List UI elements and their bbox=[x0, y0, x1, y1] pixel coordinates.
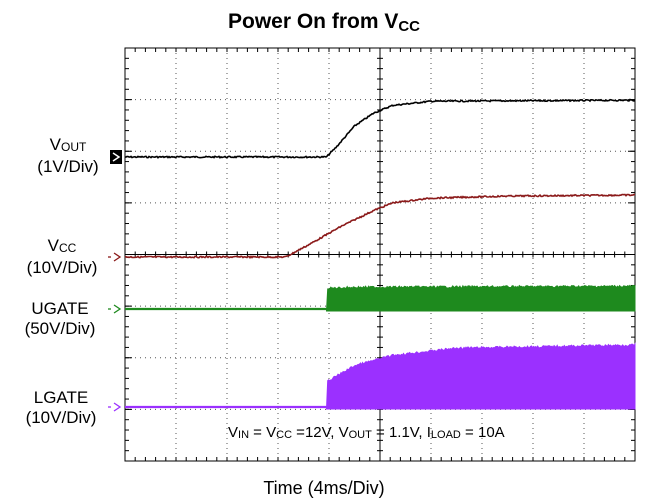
ugate-label: UGATE (50V/Div) bbox=[24, 299, 96, 338]
vout-label: VOUT (1V/Div) bbox=[37, 135, 99, 176]
x-axis-label: Time (4ms/Div) bbox=[263, 478, 385, 498]
test-conditions-annotation: VIN = VCC =12V, VOUT = 1.1V, ILOAD = 10A bbox=[228, 424, 505, 441]
lgate-trace-switching-band bbox=[325, 342, 636, 410]
lgate-label: LGATE (10V/Div) bbox=[25, 388, 97, 427]
vcc-label: VCC (10V/Div) bbox=[26, 236, 98, 277]
vout-trace bbox=[124, 98, 636, 159]
vcc-trace bbox=[124, 193, 636, 259]
chart-title: Power On from VCC bbox=[227, 10, 421, 35]
ugate-trace-switching-band bbox=[325, 284, 636, 312]
channel-ground-marker bbox=[113, 304, 122, 314]
channel-ground-marker bbox=[113, 402, 122, 412]
channel-ground-marker bbox=[113, 252, 122, 262]
vout-marker-arrow bbox=[112, 152, 121, 162]
